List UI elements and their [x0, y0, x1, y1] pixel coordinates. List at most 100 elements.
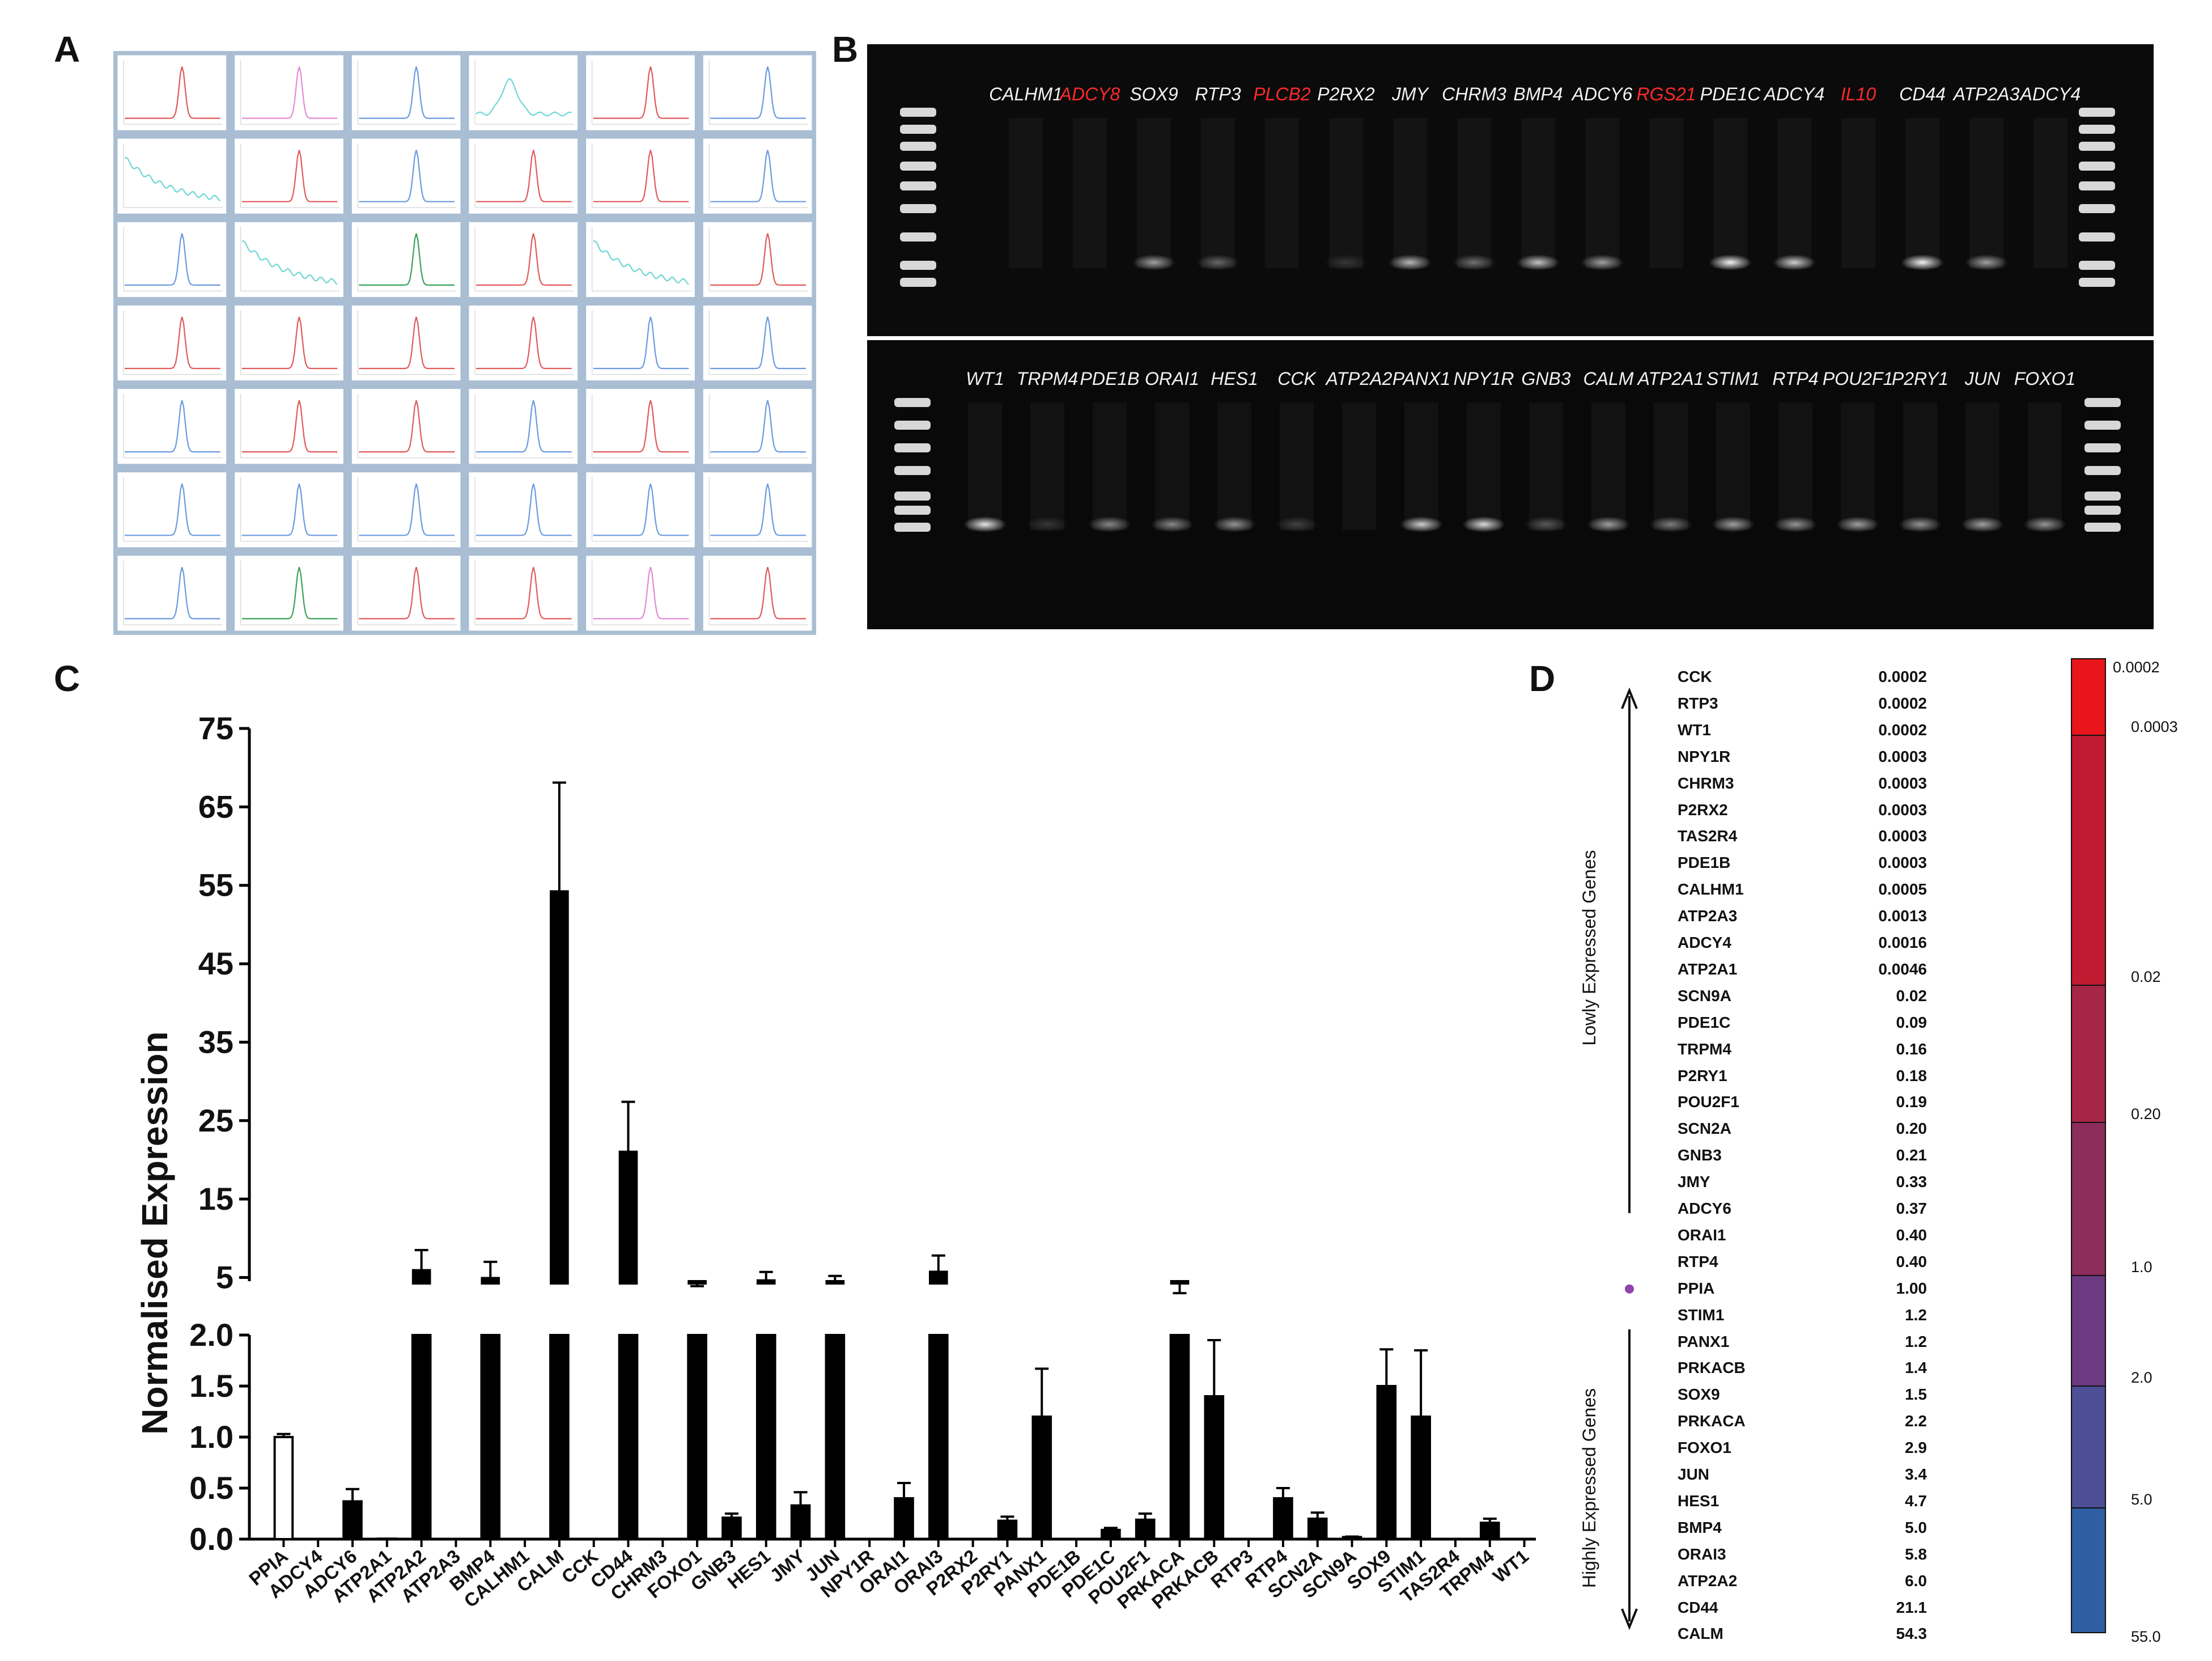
melt-curve-thumbnail — [351, 556, 461, 631]
pcr-band — [2023, 516, 2066, 532]
ranking-gene-name: JUN — [1678, 1465, 1710, 1483]
gel-lane-label: ADCY8 — [1059, 84, 1120, 104]
pcr-band — [1836, 516, 1879, 532]
lane-smear — [2028, 402, 2062, 530]
lane-smear — [1201, 118, 1235, 268]
ranking-gene-value: 1.2 — [1905, 1306, 1927, 1324]
ranking-gene-name: PPIA — [1678, 1279, 1715, 1297]
gel-lane-label: JMY — [1392, 84, 1428, 104]
gel-lane-label: CHRM3 — [1442, 84, 1506, 104]
scale-segment — [2071, 985, 2105, 1122]
bar-lower-segment — [1376, 1385, 1397, 1540]
pcr-band — [1581, 255, 1624, 270]
melt-curve-thumbnail — [469, 305, 578, 381]
melt-curve-thumbnail — [117, 222, 227, 297]
bar-lower-segment — [1169, 1334, 1190, 1540]
ranking-gene-name: POU2F1 — [1678, 1093, 1739, 1111]
gel-lane-label: P2RX2 — [1317, 84, 1375, 104]
lane-smear — [1457, 118, 1491, 268]
scale-label: 0.0003 — [2131, 718, 2178, 735]
pcr-band — [1324, 255, 1368, 270]
y-tick-label-lower: 1.0 — [189, 1419, 233, 1455]
gel-lane-label: STIM1 — [1706, 368, 1760, 389]
gel-lane-label: BMP4 — [1513, 84, 1563, 104]
lane-smear — [1777, 118, 1811, 268]
bar-upper-segment — [929, 1270, 948, 1285]
gel-lane-label: CCK — [1277, 368, 1316, 389]
ranking-gene-name: ATP2A2 — [1678, 1571, 1738, 1590]
gel-lane-label: P2RY1 — [1891, 368, 1949, 389]
ranking-gene-name: CALHM1 — [1678, 880, 1744, 899]
melt-curve-thumbnail — [703, 389, 812, 464]
ranking-gene-value: 0.0003 — [1878, 800, 1927, 819]
lane-smear — [1073, 118, 1107, 268]
gel-lane-label: POU2F1 — [1822, 368, 1893, 389]
pcr-band — [1712, 516, 1755, 532]
ranking-gene-value: 2.2 — [1905, 1412, 1927, 1430]
lane-smear — [1342, 402, 1376, 530]
melt-curve-thumbnail — [235, 472, 343, 548]
ranking-gene-value: 0.19 — [1896, 1093, 1927, 1111]
pcr-band — [1462, 516, 1505, 532]
pcr-band — [1196, 255, 1239, 270]
lane-smear — [1591, 402, 1625, 530]
melt-curve-thumbnail — [469, 556, 578, 631]
scale-segment — [2071, 735, 2105, 985]
y-tick-label-upper: 5 — [216, 1259, 233, 1295]
arrow-down-head — [1621, 1608, 1638, 1630]
ranking-gene-name: ATP2A3 — [1678, 907, 1738, 925]
y-tick-label-lower: 0.0 — [189, 1521, 233, 1557]
melt-curve-thumbnail — [351, 222, 461, 297]
gel-lane-label: PLCB2 — [1253, 84, 1311, 104]
pcr-band — [1899, 516, 1942, 532]
lane-smear — [1030, 402, 1064, 530]
ranking-gene-value: 54.3 — [1896, 1625, 1927, 1643]
melt-curve-thumbnail — [703, 222, 812, 297]
expression-bar-chart: Normalised Expression 5 15 25 35 45 55 65 75 0.0… — [134, 710, 1536, 1613]
dna-ladder — [894, 398, 931, 532]
pcr-band — [1649, 516, 1692, 532]
scale-label: 1.0 — [2131, 1259, 2152, 1276]
ranking-gene-name: BMP4 — [1678, 1518, 1722, 1536]
ranking-gene-value: 1.4 — [1905, 1359, 1927, 1377]
melt-curve-thumbnail — [586, 556, 695, 631]
panel-label-c: C — [54, 658, 80, 699]
ranking-gene-value: 1.2 — [1905, 1332, 1927, 1350]
gel-lane-label: CALHM1 — [989, 84, 1063, 104]
bar-lower-segment — [480, 1334, 501, 1540]
ranking-gene-name: FOXO1 — [1678, 1439, 1731, 1457]
ranking-gene-value: 3.4 — [1905, 1465, 1927, 1483]
lane-smear — [1649, 118, 1683, 268]
melt-curve-thumbnail — [469, 222, 578, 297]
ranking-gene-value: 0.18 — [1896, 1066, 1927, 1084]
bar-lower-segment — [411, 1334, 432, 1540]
melt-curve-thumbnail — [469, 55, 578, 130]
gel-lane-label: GNB3 — [1521, 368, 1571, 389]
y-tick-label-upper: 15 — [198, 1181, 233, 1217]
dna-ladder — [900, 108, 936, 287]
lane-smear — [1969, 118, 2003, 268]
ranking-gene-name: CHRM3 — [1678, 774, 1734, 792]
gel-lane-label: ATP2A2 — [1326, 368, 1392, 389]
gel-lane-label: PDE1C — [1700, 84, 1761, 104]
ranking-gene-value: 0.0003 — [1878, 747, 1927, 765]
scale-label: 5.0 — [2131, 1491, 2152, 1508]
gel-image-bottom: WT1 TRPM4 PDE1B ORAI1 HES1 CCK ATP2A2 PANX1 NPY1… — [867, 340, 2154, 629]
gel-lane-label: CD44 — [1899, 84, 1946, 104]
ranking-gene-name: TRPM4 — [1678, 1040, 1731, 1058]
ranking-gene-value: 1.5 — [1905, 1385, 1927, 1404]
melt-curve-thumbnail — [117, 305, 227, 381]
gel-lane-label: ORAI1 — [1144, 368, 1200, 389]
ranking-gene-value: 0.16 — [1896, 1040, 1927, 1058]
melt-curve-thumbnail — [351, 305, 461, 381]
ranking-gene-value: 0.0003 — [1878, 854, 1927, 872]
gel-top-svg — [900, 108, 2115, 287]
pcr-band — [1587, 516, 1630, 532]
ranking-gene-name: HES1 — [1678, 1491, 1719, 1510]
ranking-gene-value: 6.0 — [1905, 1571, 1927, 1590]
lane-smear — [1009, 118, 1043, 268]
gel-lane-label: RTP3 — [1195, 84, 1241, 104]
bar-lower-segment — [997, 1519, 1018, 1540]
melt-curve-thumbnail — [469, 472, 578, 548]
